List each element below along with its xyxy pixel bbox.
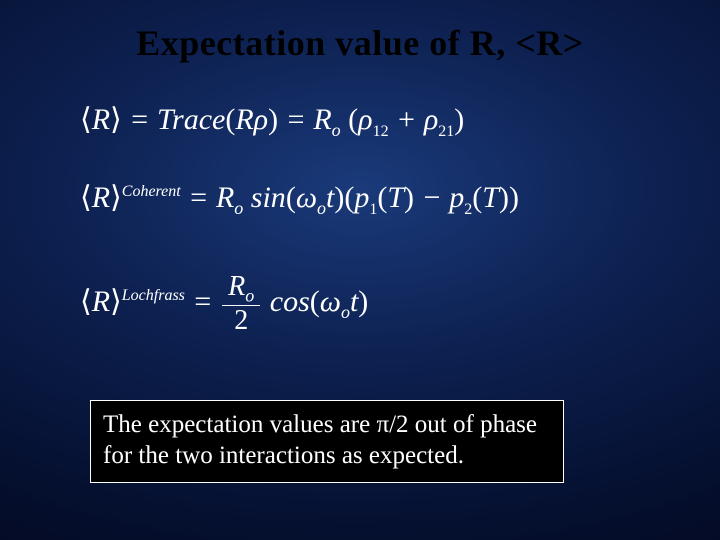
equation-lochfrass-formula: ⟨R⟩Lochfrass = Ro 2 cos(ωot) <box>80 285 368 318</box>
caption-box: The expectation values are π/2 out of ph… <box>90 400 564 483</box>
equation-coherent: ⟨R⟩Coherent = Ro sin(ωot)(p1(T) − p2(T)) <box>80 180 519 219</box>
slide-title: Expectation value of R, <R> <box>0 0 720 64</box>
superscript-lochfrass: Lochfrass <box>122 287 185 304</box>
superscript-coherent: Coherent <box>122 183 181 200</box>
equation-trace-formula: ⟨R⟩ = Trace(Rρ) = Ro (ρ12 + ρ21) <box>80 103 464 136</box>
equation-lochfrass: ⟨R⟩Lochfrass = Ro 2 cos(ωot) <box>80 272 368 336</box>
equation-trace: ⟨R⟩ = Trace(Rρ) = Ro (ρ12 + ρ21) <box>80 102 464 141</box>
caption-text: The expectation values are π/2 out of ph… <box>103 409 551 472</box>
equation-coherent-formula: ⟨R⟩Coherent = Ro sin(ωot)(p1(T) − p2(T)) <box>80 181 519 214</box>
